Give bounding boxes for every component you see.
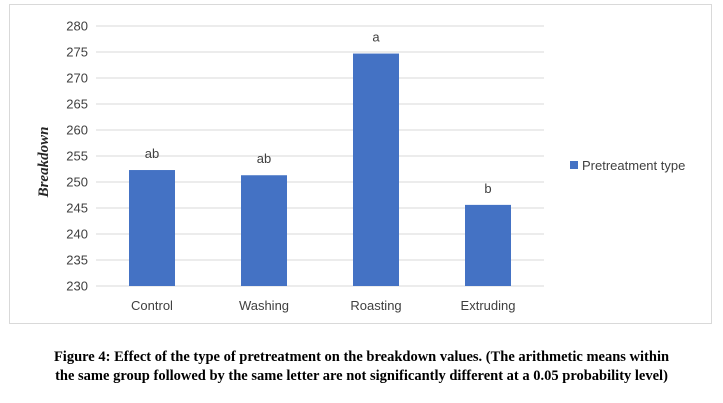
y-tick-label: 270 bbox=[66, 71, 88, 86]
y-tick-label: 255 bbox=[66, 149, 88, 164]
y-tick-label: 265 bbox=[66, 97, 88, 112]
y-tick-label: 250 bbox=[66, 175, 88, 190]
y-axis-ticks: 230 235 240 245 250 255 260 265 270 275 280 bbox=[66, 19, 88, 294]
bars bbox=[129, 53, 511, 287]
y-tick-label: 275 bbox=[66, 45, 88, 60]
x-axis-categories: Control Washing Roasting Extruding bbox=[131, 298, 515, 313]
bar bbox=[465, 204, 511, 286]
chart-frame: 230 235 240 245 250 255 260 265 270 275 280 ab ab a b… bbox=[9, 4, 712, 324]
legend-label: Pretreatment type bbox=[582, 158, 685, 173]
x-category-label: Roasting bbox=[350, 298, 401, 313]
y-tick-label: 245 bbox=[66, 201, 88, 216]
x-category-label: Extruding bbox=[461, 298, 516, 313]
x-category-label: Washing bbox=[239, 298, 289, 313]
caption-line-2: the same group followed by the same lett… bbox=[55, 368, 668, 384]
bar bbox=[353, 53, 399, 287]
bar bbox=[129, 170, 175, 286]
legend: Pretreatment type bbox=[570, 158, 685, 173]
caption-line-1: Figure 4: Effect of the type of pretreat… bbox=[53, 349, 670, 365]
data-label: ab bbox=[145, 146, 159, 161]
bar bbox=[241, 175, 287, 286]
y-axis-label: Breakdown bbox=[36, 127, 52, 199]
y-tick-label: 235 bbox=[66, 253, 88, 268]
y-tick-label: 240 bbox=[66, 227, 88, 242]
y-tick-label: 280 bbox=[66, 19, 88, 34]
data-label: a bbox=[372, 30, 380, 45]
data-label: ab bbox=[257, 151, 271, 166]
legend-swatch bbox=[570, 161, 578, 169]
figure-caption: Figure 4: Effect of the type of pretreat… bbox=[0, 348, 723, 386]
y-tick-label: 230 bbox=[66, 279, 88, 294]
x-category-label: Control bbox=[131, 298, 173, 313]
y-tick-label: 260 bbox=[66, 123, 88, 138]
data-label: b bbox=[484, 181, 491, 196]
